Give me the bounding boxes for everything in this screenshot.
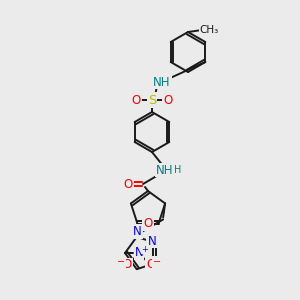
Text: O: O bbox=[146, 259, 156, 272]
Text: −: − bbox=[117, 257, 125, 267]
Text: −: − bbox=[153, 257, 161, 267]
Text: O: O bbox=[122, 259, 132, 272]
Text: +: + bbox=[142, 244, 148, 253]
Text: N: N bbox=[135, 247, 143, 260]
Text: N: N bbox=[134, 225, 142, 238]
Text: O: O bbox=[123, 178, 133, 190]
Text: NH: NH bbox=[153, 76, 171, 88]
Text: S: S bbox=[148, 94, 156, 106]
Text: NH: NH bbox=[156, 164, 174, 176]
Text: H: H bbox=[174, 165, 182, 175]
Text: N: N bbox=[147, 235, 156, 248]
Text: CH₃: CH₃ bbox=[200, 25, 219, 35]
Text: O: O bbox=[131, 94, 141, 106]
Text: O: O bbox=[143, 217, 153, 230]
Text: O: O bbox=[164, 94, 172, 106]
